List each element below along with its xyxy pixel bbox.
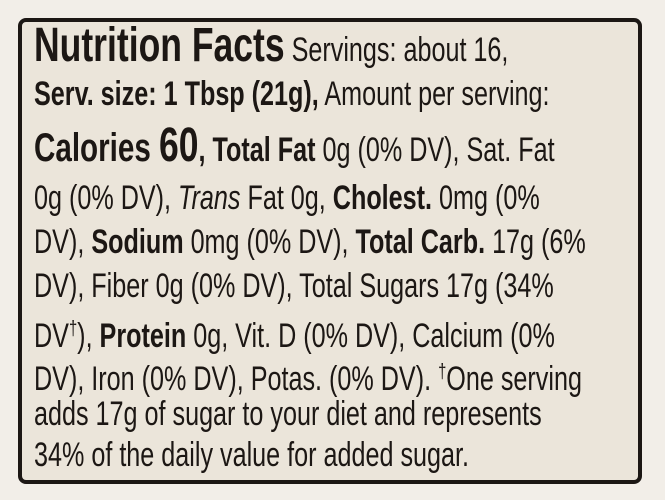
label-line: Serv. size: 1 Tbsp (21g), Amount per ser…	[34, 74, 550, 114]
label-text: One serving	[446, 360, 582, 398]
label-title: Nutrition Facts	[34, 19, 285, 72]
label-line: DV), Fiber 0g (0% DV), Total Sugars 17g …	[34, 266, 554, 306]
label-line: DV†), Protein 0g, Vit. D (0% DV), Calciu…	[34, 309, 555, 356]
label-text: 34% of the daily value for added sugar.	[34, 436, 470, 474]
label-text: ),	[77, 317, 100, 355]
label-line: DV), Sodium 0mg (0% DV), Total Carb. 17g…	[34, 222, 586, 262]
label-text: 60	[159, 119, 199, 172]
label-text: †	[438, 361, 447, 383]
label-line: Nutrition Facts Servings: about 16,	[34, 22, 509, 70]
label-text: Total Carb.	[355, 223, 486, 261]
label-text: 0g (0% DV), Sat. Fat	[315, 131, 555, 169]
label-text: DV), Iron (0% DV), Potas. (0% DV).	[34, 360, 439, 398]
label-text: DV),	[34, 223, 92, 261]
label-text: Amount per serving:	[318, 75, 550, 113]
label-text: Fat 0g,	[240, 179, 333, 217]
label-text: †	[68, 318, 78, 340]
label-text: DV), Fiber 0g (0% DV), Total Sugars 17g …	[34, 267, 554, 305]
label-line: adds 17g of sugar to your diet and repre…	[34, 394, 542, 434]
label-text: Sodium	[91, 223, 184, 261]
label-line: 34% of the daily value for added sugar.	[34, 435, 469, 475]
label-text: Total Fat	[212, 131, 316, 169]
label-line: Calories 60, Total Fat 0g (0% DV), Sat. …	[34, 122, 555, 170]
label-text: Calories	[34, 126, 160, 170]
label-text: 0mg (0%	[432, 179, 540, 217]
label-text: ,	[198, 131, 213, 169]
label-text: adds 17g of sugar to your diet and repre…	[34, 395, 542, 433]
label-line: DV), Iron (0% DV), Potas. (0% DV). †One …	[34, 352, 582, 399]
label-text: 0g, Vit. D (0% DV), Calcium (0%	[186, 317, 555, 355]
nutrition-label: Nutrition Facts Servings: about 16, Serv…	[18, 18, 642, 484]
label-text: Serv. size: 1 Tbsp (21g),	[34, 75, 319, 113]
label-text: Servings: about 16,	[284, 31, 509, 69]
label-text: 0g (0% DV),	[34, 179, 179, 217]
label-text: 0mg (0% DV),	[183, 223, 356, 261]
label-text: Trans	[178, 179, 241, 217]
label-text: DV	[34, 317, 69, 355]
label-text: Protein	[99, 317, 187, 355]
label-text: 17g (6%	[485, 223, 586, 261]
label-text: Cholest.	[332, 179, 433, 217]
label-line: 0g (0% DV), Trans Fat 0g, Cholest. 0mg (…	[34, 178, 540, 218]
